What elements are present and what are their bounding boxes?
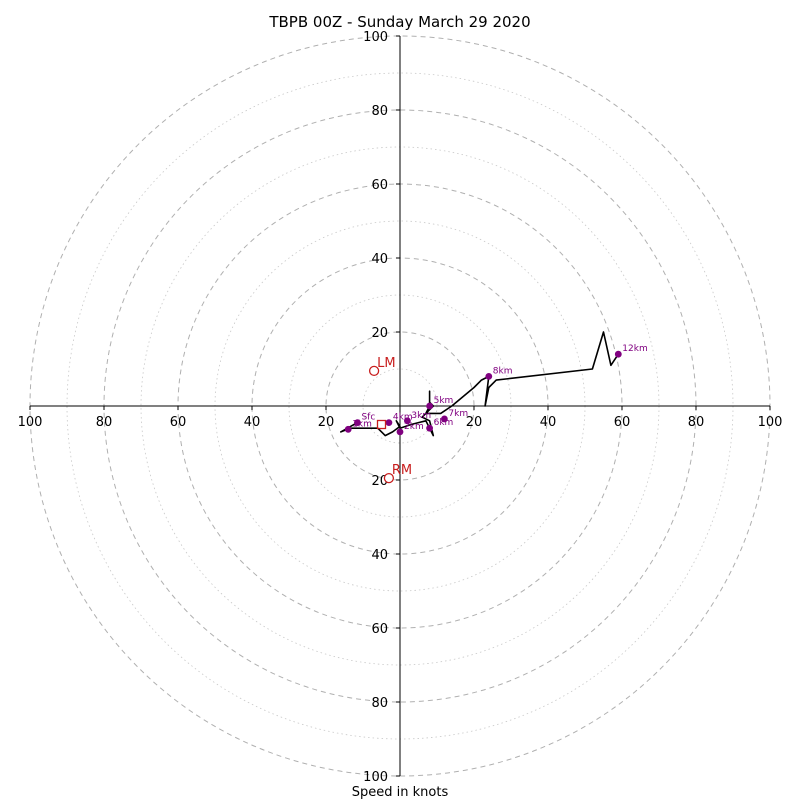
x-tick-label: 60 [170, 415, 187, 430]
height-point-label: Sfc [361, 413, 375, 423]
y-tick-label: 60 [371, 178, 388, 193]
y-tick-label: 40 [371, 548, 388, 563]
x-tick-label: 80 [96, 415, 113, 430]
height-point-marker [426, 402, 433, 410]
y-tick-label: 20 [371, 326, 388, 341]
storm-motion-label: LM [377, 356, 395, 371]
chart-axes [30, 36, 770, 776]
y-tick-label: 100 [363, 30, 388, 45]
storm-motion-label: RM [392, 463, 412, 478]
x-tick-label: 20 [466, 415, 483, 430]
height-point-label: 12km [622, 344, 647, 354]
height-point-label: 4km [393, 413, 413, 423]
x-tick-label: 60 [614, 415, 631, 430]
x-tick-label: 40 [540, 415, 557, 430]
height-point-label: 6km [434, 418, 454, 428]
height-point-marker [385, 419, 393, 427]
x-tick-label: 100 [18, 415, 43, 430]
y-tick-label: 80 [371, 696, 388, 711]
height-point-marker [344, 425, 352, 433]
chart-title: TBPB 00Z - Sunday March 29 2020 [268, 13, 530, 31]
x-axis-label: Speed in knots [352, 785, 449, 800]
height-point-marker [485, 373, 493, 380]
height-point-marker [404, 417, 411, 425]
x-tick-label: 80 [688, 415, 705, 430]
x-tick-label: 100 [758, 415, 783, 430]
height-point-label: 1km [352, 419, 372, 429]
height-point-marker [441, 415, 448, 423]
storm-motion-marker [368, 365, 380, 377]
height-point-label: 3km [411, 411, 431, 421]
y-tick-label: 80 [371, 104, 388, 119]
height-point-marker [396, 428, 404, 436]
storm-motion-marker [383, 472, 395, 484]
height-point-label: 7km [448, 409, 468, 419]
x-tick-label: 20 [318, 415, 335, 430]
height-point-marker [426, 424, 433, 432]
y-tick-label: 60 [371, 622, 388, 637]
x-tick-label: 40 [244, 415, 261, 430]
height-point-label: 8km [493, 366, 513, 376]
height-point-marker [614, 350, 622, 358]
mean-wind-marker [376, 419, 387, 430]
y-tick-label: 40 [371, 252, 388, 267]
height-point-label: 5km [434, 396, 454, 406]
height-point-label: 2km [404, 422, 424, 432]
storm-motion-layer: LM RM [368, 356, 412, 484]
height-point-marker [354, 419, 361, 427]
y-tick-label: 100 [363, 770, 388, 785]
